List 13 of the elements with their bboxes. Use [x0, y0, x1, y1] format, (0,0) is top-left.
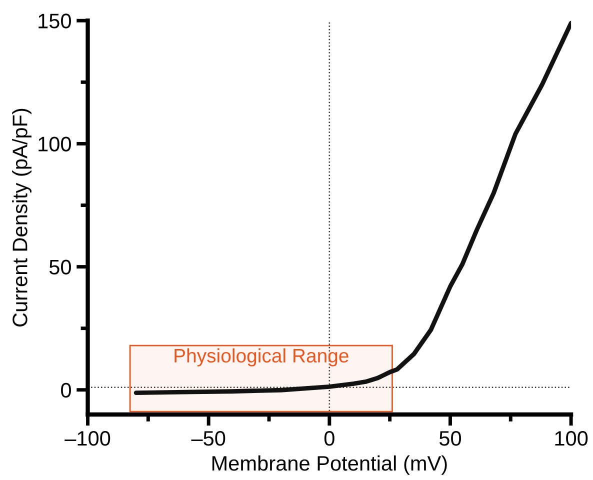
x-tick-label: 0 [324, 431, 334, 446]
x-tick-label: 100 [555, 431, 588, 446]
y-tick-label: 150 [38, 14, 71, 28]
x-tick-label: –100 [64, 431, 110, 446]
y-tick-label: 100 [38, 136, 71, 152]
x-tick-label: –50 [191, 431, 226, 446]
x-axis-title: Membrane Potential (mV) [212, 455, 447, 475]
y-axis-title: Current Density (pA/pF) [12, 108, 32, 326]
x-tick-label: 50 [439, 431, 462, 446]
band-label: Physiological Range [174, 348, 348, 366]
line-series [134, 20, 572, 396]
y-tick-label: 50 [49, 260, 71, 275]
y-tick-label: 0 [61, 382, 71, 398]
